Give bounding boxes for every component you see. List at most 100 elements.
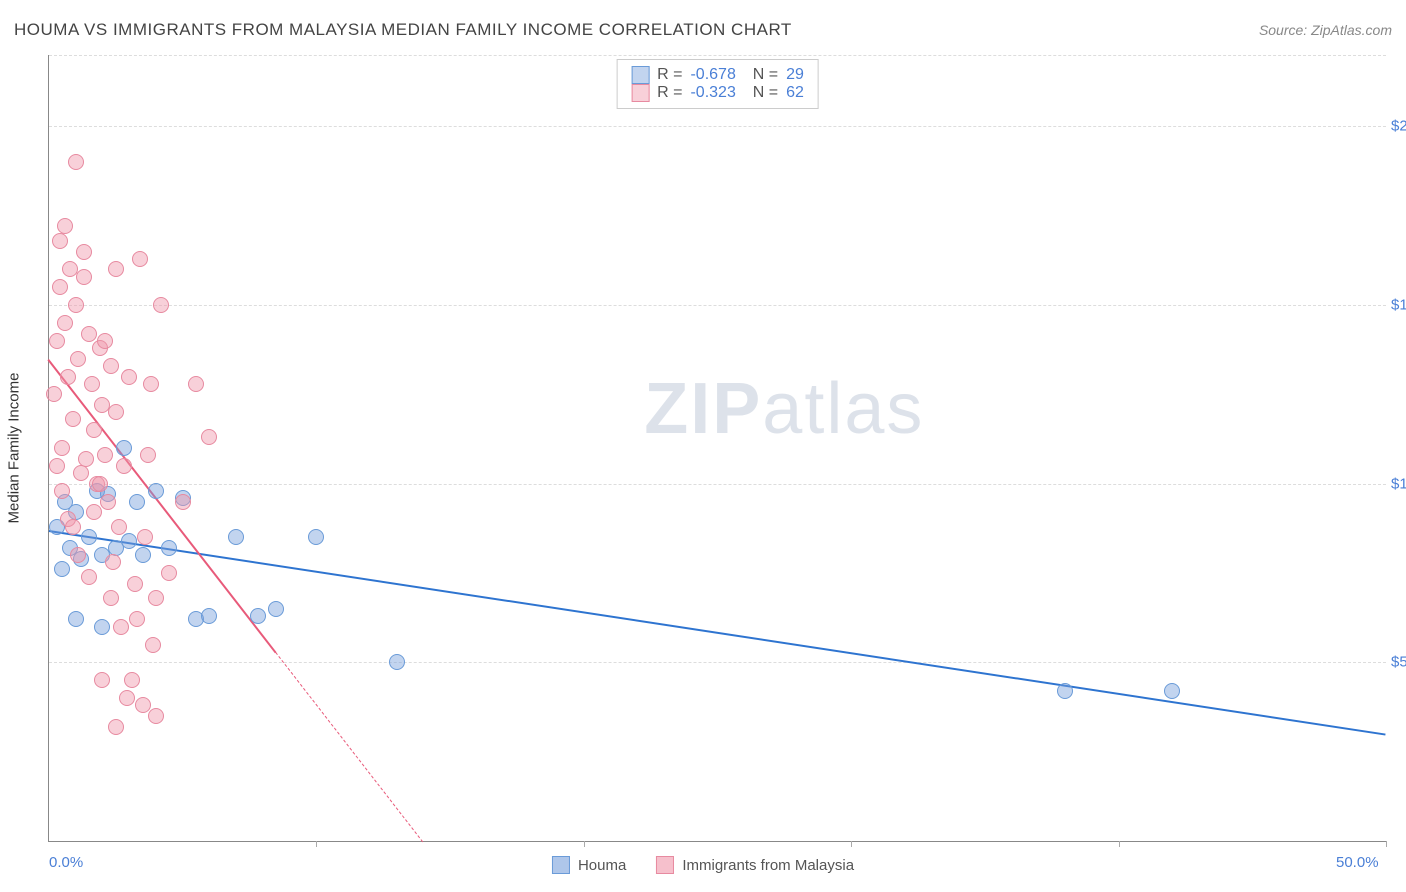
data-point [140, 447, 156, 463]
data-point [111, 519, 127, 535]
data-point [86, 422, 102, 438]
regression-line [275, 652, 423, 842]
data-point [86, 504, 102, 520]
data-point [54, 561, 70, 577]
data-point [65, 411, 81, 427]
grid-line-h [49, 662, 1386, 663]
data-point [127, 576, 143, 592]
x-tick-label: 50.0% [1336, 854, 1379, 871]
data-point [143, 376, 159, 392]
data-point [129, 494, 145, 510]
data-point [161, 540, 177, 556]
data-point [68, 154, 84, 170]
data-point [113, 619, 129, 635]
stat-label-n: N = [744, 66, 778, 84]
watermark-zip: ZIP [644, 369, 762, 449]
data-point [135, 547, 151, 563]
data-point [49, 333, 65, 349]
data-point [103, 358, 119, 374]
data-point [389, 654, 405, 670]
data-point [108, 261, 124, 277]
data-point [116, 440, 132, 456]
chart-title: HOUMA VS IMMIGRANTS FROM MALAYSIA MEDIAN… [14, 20, 792, 40]
data-point [250, 608, 266, 624]
regression-line [49, 530, 1386, 736]
swatch-series-1 [631, 84, 649, 102]
x-tick [851, 841, 852, 847]
data-point [161, 565, 177, 581]
watermark-atlas: atlas [762, 369, 924, 449]
legend-label-1: Immigrants from Malaysia [682, 857, 854, 874]
data-point [76, 244, 92, 260]
x-tick-label: 0.0% [49, 854, 83, 871]
x-tick [1386, 841, 1387, 847]
data-point [103, 590, 119, 606]
stat-n-0: 29 [786, 66, 804, 84]
data-point [201, 429, 217, 445]
data-point [46, 386, 62, 402]
stat-n-1: 62 [786, 84, 804, 102]
data-point [148, 483, 164, 499]
data-point [119, 690, 135, 706]
data-point [81, 569, 97, 585]
data-point [92, 476, 108, 492]
legend-item-1: Immigrants from Malaysia [656, 856, 854, 874]
data-point [116, 458, 132, 474]
stats-row-1: R =-0.323 N =62 [631, 84, 804, 102]
data-point [137, 529, 153, 545]
data-point [94, 619, 110, 635]
chart-source: Source: ZipAtlas.com [1259, 22, 1392, 38]
data-point [100, 494, 116, 510]
watermark: ZIPatlas [644, 368, 924, 450]
data-point [54, 483, 70, 499]
data-point [76, 269, 92, 285]
data-point [68, 297, 84, 313]
chart-header: HOUMA VS IMMIGRANTS FROM MALAYSIA MEDIAN… [14, 20, 1392, 40]
data-point [108, 404, 124, 420]
data-point [60, 369, 76, 385]
y-tick-label: $150,000 [1391, 297, 1406, 314]
data-point [52, 233, 68, 249]
legend-label-0: Houma [578, 857, 626, 874]
legend-swatch-0 [552, 856, 570, 874]
data-point [78, 451, 94, 467]
data-point [70, 547, 86, 563]
data-point [49, 458, 65, 474]
data-point [228, 529, 244, 545]
y-tick-label: $100,000 [1391, 475, 1406, 492]
data-point [65, 519, 81, 535]
data-point [52, 279, 68, 295]
data-point [268, 601, 284, 617]
data-point [57, 218, 73, 234]
data-point [121, 533, 137, 549]
data-point [1057, 683, 1073, 699]
stats-legend: R =-0.678 N =29 R =-0.323 N =62 [616, 59, 819, 109]
y-axis-title: Median Family Income [6, 373, 23, 524]
legend-item-0: Houma [552, 856, 626, 874]
data-point [81, 529, 97, 545]
data-point [129, 611, 145, 627]
data-point [1164, 683, 1180, 699]
regression-line [47, 359, 276, 653]
data-point [94, 672, 110, 688]
stat-label-n: N = [744, 84, 778, 102]
data-point [68, 611, 84, 627]
data-point [105, 554, 121, 570]
stat-label-r: R = [657, 84, 682, 102]
data-point [132, 251, 148, 267]
swatch-series-0 [631, 66, 649, 84]
data-point [145, 637, 161, 653]
data-point [308, 529, 324, 545]
grid-line-h [49, 305, 1386, 306]
bottom-legend: Houma Immigrants from Malaysia [552, 856, 854, 874]
legend-swatch-1 [656, 856, 674, 874]
stat-r-0: -0.678 [690, 66, 735, 84]
grid-line-h [49, 126, 1386, 127]
y-tick-label: $50,000 [1391, 654, 1406, 671]
data-point [153, 297, 169, 313]
data-point [84, 376, 100, 392]
stats-row-0: R =-0.678 N =29 [631, 66, 804, 84]
data-point [70, 351, 86, 367]
x-tick [584, 841, 585, 847]
data-point [81, 326, 97, 342]
